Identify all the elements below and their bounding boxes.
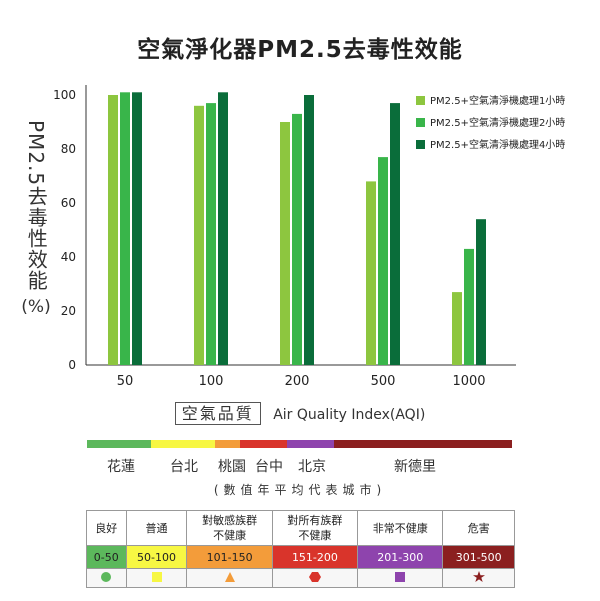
x-axis-label-text: Air Quality Index(AQI): [273, 407, 426, 423]
bar: [390, 103, 400, 365]
level-icon-cell: [186, 568, 273, 588]
aqi-scale-segment: [150, 440, 215, 448]
aqi-color-scale: [87, 440, 512, 448]
city-label: 台中: [255, 459, 283, 475]
x-tick-label: 50: [117, 374, 134, 389]
x-tick-label: 100: [199, 374, 224, 389]
level-label-row: 良好 普通 對敏感族群 不健康 對所有族群 不健康 非常不健康 危害: [86, 510, 515, 546]
bar: [304, 95, 314, 365]
level-label: 對所有族群 不健康: [271, 510, 359, 546]
x-tick-label: 200: [285, 374, 310, 389]
x-axis-label: 空氣品質 Air Quality Index(AQI): [0, 400, 600, 425]
bar: [292, 113, 302, 366]
square-icon: [394, 571, 406, 586]
circle-icon: [100, 571, 112, 586]
chart-title: 空氣淨化器PM2.5去毒性效能: [137, 37, 463, 63]
aqi-scale-segment: [286, 440, 334, 448]
bar: [366, 181, 376, 365]
city-label: 台北: [170, 459, 198, 475]
legend-swatch: [416, 96, 425, 105]
y-tick-label: 60: [61, 196, 76, 210]
level-icon-row: [86, 568, 515, 588]
bar-chart: 0 20 40 60 80 100 50 100 200 500 1000 PM2.5+空氣清淨機處理…: [53, 85, 565, 389]
bar: [120, 92, 130, 366]
bar: [452, 292, 462, 365]
city-label: 桃園: [218, 459, 246, 475]
bar: [194, 105, 204, 366]
hexagon-icon: [308, 571, 321, 586]
level-icon-cell: [442, 568, 515, 588]
bar: [132, 92, 142, 366]
y-tick-label: 20: [61, 304, 76, 318]
level-icon-cell: [357, 568, 444, 588]
level-label: 良好: [86, 510, 127, 546]
level-range: 50-100: [125, 545, 188, 569]
x-tick-label: 500: [371, 374, 396, 389]
level-icon-cell: [271, 568, 359, 588]
x-axis-label-box: 空氣品質: [174, 402, 261, 425]
aqi-scale-segment: [240, 440, 287, 448]
level-range: 151-200: [271, 545, 359, 569]
level-range: 101-150: [186, 545, 273, 569]
level-range: 0-50: [86, 545, 127, 569]
city-label: 新德里: [394, 459, 436, 475]
level-label: 對敏感族群 不健康: [186, 510, 273, 546]
y-tick-label: 80: [61, 142, 76, 156]
legend-swatch: [416, 140, 425, 149]
aqi-scale-segment: [214, 440, 240, 448]
level-icon-cell: [86, 568, 127, 588]
bar: [476, 219, 486, 365]
y-tick-label: 100: [53, 88, 76, 102]
bar: [378, 157, 388, 365]
level-icon-cell: [125, 568, 188, 588]
aqi-legend-table: 良好 普通 對敏感族群 不健康 對所有族群 不健康 非常不健康 危害 0-50 50-100 10…: [86, 510, 515, 588]
legend-swatch: [416, 118, 425, 127]
legend-label: PM2.5+空氣清淨機處理1小時: [430, 94, 565, 107]
cities-note: (數值年平均代表城市): [213, 483, 387, 497]
y-axis-label-text: PM2.5去毒性效能: [24, 120, 49, 292]
y-tick-label: 0: [68, 358, 76, 372]
city-label: 北京: [298, 459, 326, 475]
city-label: 花蓮: [107, 459, 135, 475]
y-axis-label-unit: (%): [21, 296, 51, 317]
level-label: 普通: [125, 510, 188, 546]
level-label: 非常不健康: [357, 510, 444, 546]
level-label: 危害: [442, 510, 515, 546]
bar: [280, 122, 290, 365]
square-icon: [151, 571, 163, 586]
level-range: 201-300: [357, 545, 444, 569]
y-axis-label: PM2.5去毒性效能 (%): [18, 120, 54, 317]
bar: [218, 92, 228, 366]
triangle-icon: [224, 571, 236, 586]
level-range-row: 0-50 50-100 101-150 151-200 201-300 301-500: [86, 545, 515, 569]
aqi-scale-segment: [87, 440, 151, 448]
x-tick-label: 1000: [452, 374, 485, 389]
aqi-scale-segment: [333, 440, 512, 448]
legend-label: PM2.5+空氣清淨機處理2小時: [430, 116, 565, 129]
bar: [464, 248, 474, 365]
legend-label: PM2.5+空氣清淨機處理4小時: [430, 138, 565, 151]
y-tick-label: 40: [61, 250, 76, 264]
level-range: 301-500: [442, 545, 515, 569]
bar: [108, 95, 118, 365]
bar: [206, 103, 216, 365]
star-icon: [472, 570, 485, 586]
